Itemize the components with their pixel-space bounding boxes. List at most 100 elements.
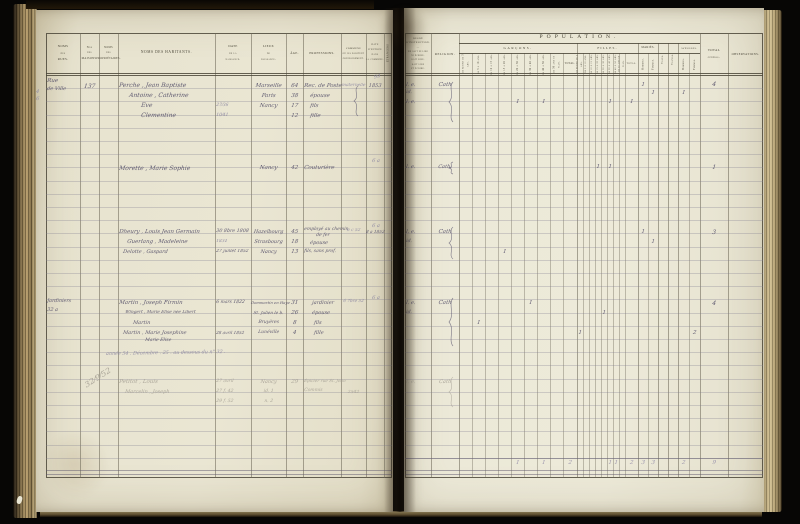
column-line: [524, 53, 525, 478]
ruled-line: [405, 391, 763, 393]
handwriting-entry: id. 1: [263, 389, 274, 394]
header-lieu-naissance: LIEUX de naissance.: [260, 44, 277, 62]
ruled-line: [405, 352, 763, 353]
tally-mark: 26: [290, 310, 299, 316]
ruled-line: [46, 207, 392, 208]
ruled-line: [46, 141, 392, 142]
handwriting-entry: épouse: [309, 93, 331, 99]
handwriting-entry: de Ville: [46, 86, 67, 92]
column-line: [577, 43, 578, 478]
column-line: [303, 33, 304, 478]
handwriting-entry: Hazelbourg: [253, 229, 284, 235]
handwriting-entry: Jardiniers: [46, 299, 72, 304]
ruled-line: [405, 167, 763, 169]
handwriting-entry: 32⁄9⁄52: [83, 365, 113, 390]
handwriting-entry: Couturière: [303, 165, 335, 171]
ink-brace: [447, 161, 454, 175]
tally-mark: 1: [541, 99, 546, 105]
page-stack-left-edge: [13, 4, 37, 518]
handwriting-entry: Petitot , Louis: [118, 379, 159, 385]
header-age: ÂGE.: [290, 50, 299, 55]
tally-mark: 1: [650, 239, 656, 245]
tally-mark: 9: [711, 460, 717, 466]
handwriting-entry: Nancy: [259, 103, 278, 109]
ruled-line: [405, 418, 763, 419]
ruled-line: [46, 180, 392, 182]
header-noms-proprietaires: NOMS des PROPRIÉTAIRES.: [96, 46, 121, 60]
column-line: [251, 33, 252, 478]
ruled-line: [46, 114, 392, 116]
ruled-line: [405, 339, 763, 340]
handwriting-entry: 1834: [215, 239, 228, 244]
totals-rule: [405, 458, 763, 459]
tally-mark: 1: [607, 99, 613, 105]
header-professions: PROFESSIONS.: [309, 50, 335, 55]
bottom-rule: [405, 473, 763, 475]
handwriting-entry: 6 c 52: [346, 228, 361, 233]
tally-mark: 1: [640, 82, 646, 88]
tally-mark: 8: [292, 320, 297, 326]
ruled-line: [405, 88, 763, 89]
ruled-line: [46, 101, 392, 103]
tally-mark: 29: [290, 379, 299, 385]
ruled-line: [405, 299, 763, 301]
ruled-line: [405, 154, 763, 155]
tally-mark: 2: [692, 330, 697, 336]
ruled-line: [405, 233, 763, 235]
tally-mark: 1: [502, 249, 507, 255]
page-stack-bottom-edge: [40, 511, 762, 517]
column-line: [678, 43, 679, 478]
ruled-line: [46, 273, 392, 274]
ruled-line: [46, 405, 392, 406]
handwriting-entry: 6 7bre 52: [342, 298, 365, 303]
handwriting-entry: Nancy: [259, 165, 278, 171]
column-line: [459, 33, 460, 478]
tally-mark: 2: [629, 460, 634, 466]
header-rule: [405, 75, 763, 76]
handwriting-entry: Antoine , Catherine: [128, 92, 190, 99]
right-page: [404, 8, 764, 512]
ink-brace: [448, 297, 454, 347]
handwriting-entry: 10⁄41: [215, 113, 229, 118]
ruled-line: [46, 233, 392, 235]
ruled-line: [46, 127, 392, 129]
handwriting-entry: Martin , Joseph Firmin: [118, 300, 183, 306]
column-line: [118, 33, 119, 478]
header-aveugles: AVEUGLES.: [680, 46, 698, 50]
page-stack-right-edge: [763, 10, 782, 512]
header-numero-maisons: Nos des MAISONS.: [81, 45, 98, 60]
handwriting-entry: de fer: [315, 233, 330, 238]
handwriting-entry: fils: [309, 103, 319, 109]
header-garcons-total: TOTAL.: [564, 62, 576, 66]
header-date-entree: DATE D'ENTRÉE dans la commune.: [366, 43, 384, 61]
handwriting-entry: fils: [313, 320, 322, 326]
column-line: [215, 33, 216, 478]
ruled-line: [46, 457, 392, 459]
handwriting-entry: Eve: [140, 102, 153, 109]
ruled-line: [46, 391, 392, 393]
handwriting-entry: 1853: [368, 83, 382, 89]
column-line: [286, 33, 287, 478]
header-religion: RELIGION.: [434, 51, 456, 56]
tally-mark: 1: [515, 460, 520, 466]
ruled-line: [46, 352, 392, 353]
handwriting-entry: Marie Elise: [144, 338, 172, 343]
tally-mark: 1: [476, 320, 481, 326]
ruled-line: [46, 431, 392, 433]
tally-mark: 1: [528, 300, 533, 306]
column-line: [485, 53, 486, 478]
handwriting-entry: épouse: [309, 240, 329, 246]
handwriting-entry: 27⁄36: [215, 103, 229, 108]
tally-mark: 64: [290, 83, 299, 89]
handwriting-entry: Wingert , Marie Elise née Libert: [124, 310, 196, 315]
ruled-line: [405, 220, 763, 221]
ruled-line: [405, 378, 763, 380]
handwriting-entry: fille: [309, 113, 321, 119]
ruled-line: [46, 220, 392, 221]
handwriting-entry: Épicier rue St. Jean: [303, 378, 347, 383]
ruled-line: [46, 246, 392, 248]
handwriting-entry: Rec. de Poste: [303, 83, 343, 89]
gutter-shadow: [384, 8, 416, 512]
header-commune: COMMUNE où ils habitent ordinairement.: [342, 46, 365, 60]
